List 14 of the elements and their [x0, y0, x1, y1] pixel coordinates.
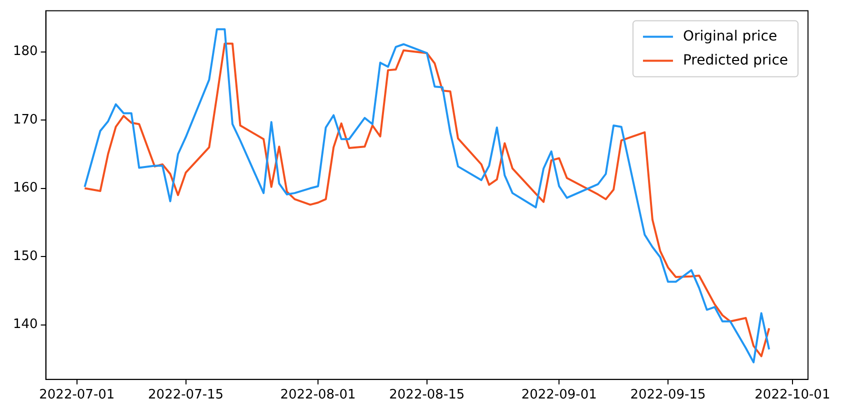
x-tick-label: 2022-08-15 [389, 388, 465, 403]
x-tick-label: 2022-10-01 [754, 388, 830, 403]
x-tick-label: 2022-07-01 [39, 388, 115, 403]
y-tick-label: 180 [12, 44, 38, 60]
x-tick-label: 2022-09-01 [521, 388, 597, 403]
y-tick-label: 150 [12, 248, 38, 264]
legend-label: Original price [682, 28, 778, 44]
y-tick-label: 160 [12, 180, 38, 196]
x-tick-label: 2022-07-15 [148, 388, 224, 403]
x-tick-label: 2022-08-01 [280, 388, 356, 403]
legend-label: Predicted price [682, 52, 788, 68]
y-tick-label: 140 [12, 317, 38, 332]
x-tick-label: 2022-09-15 [630, 388, 706, 403]
y-tick-label: 170 [12, 112, 38, 128]
